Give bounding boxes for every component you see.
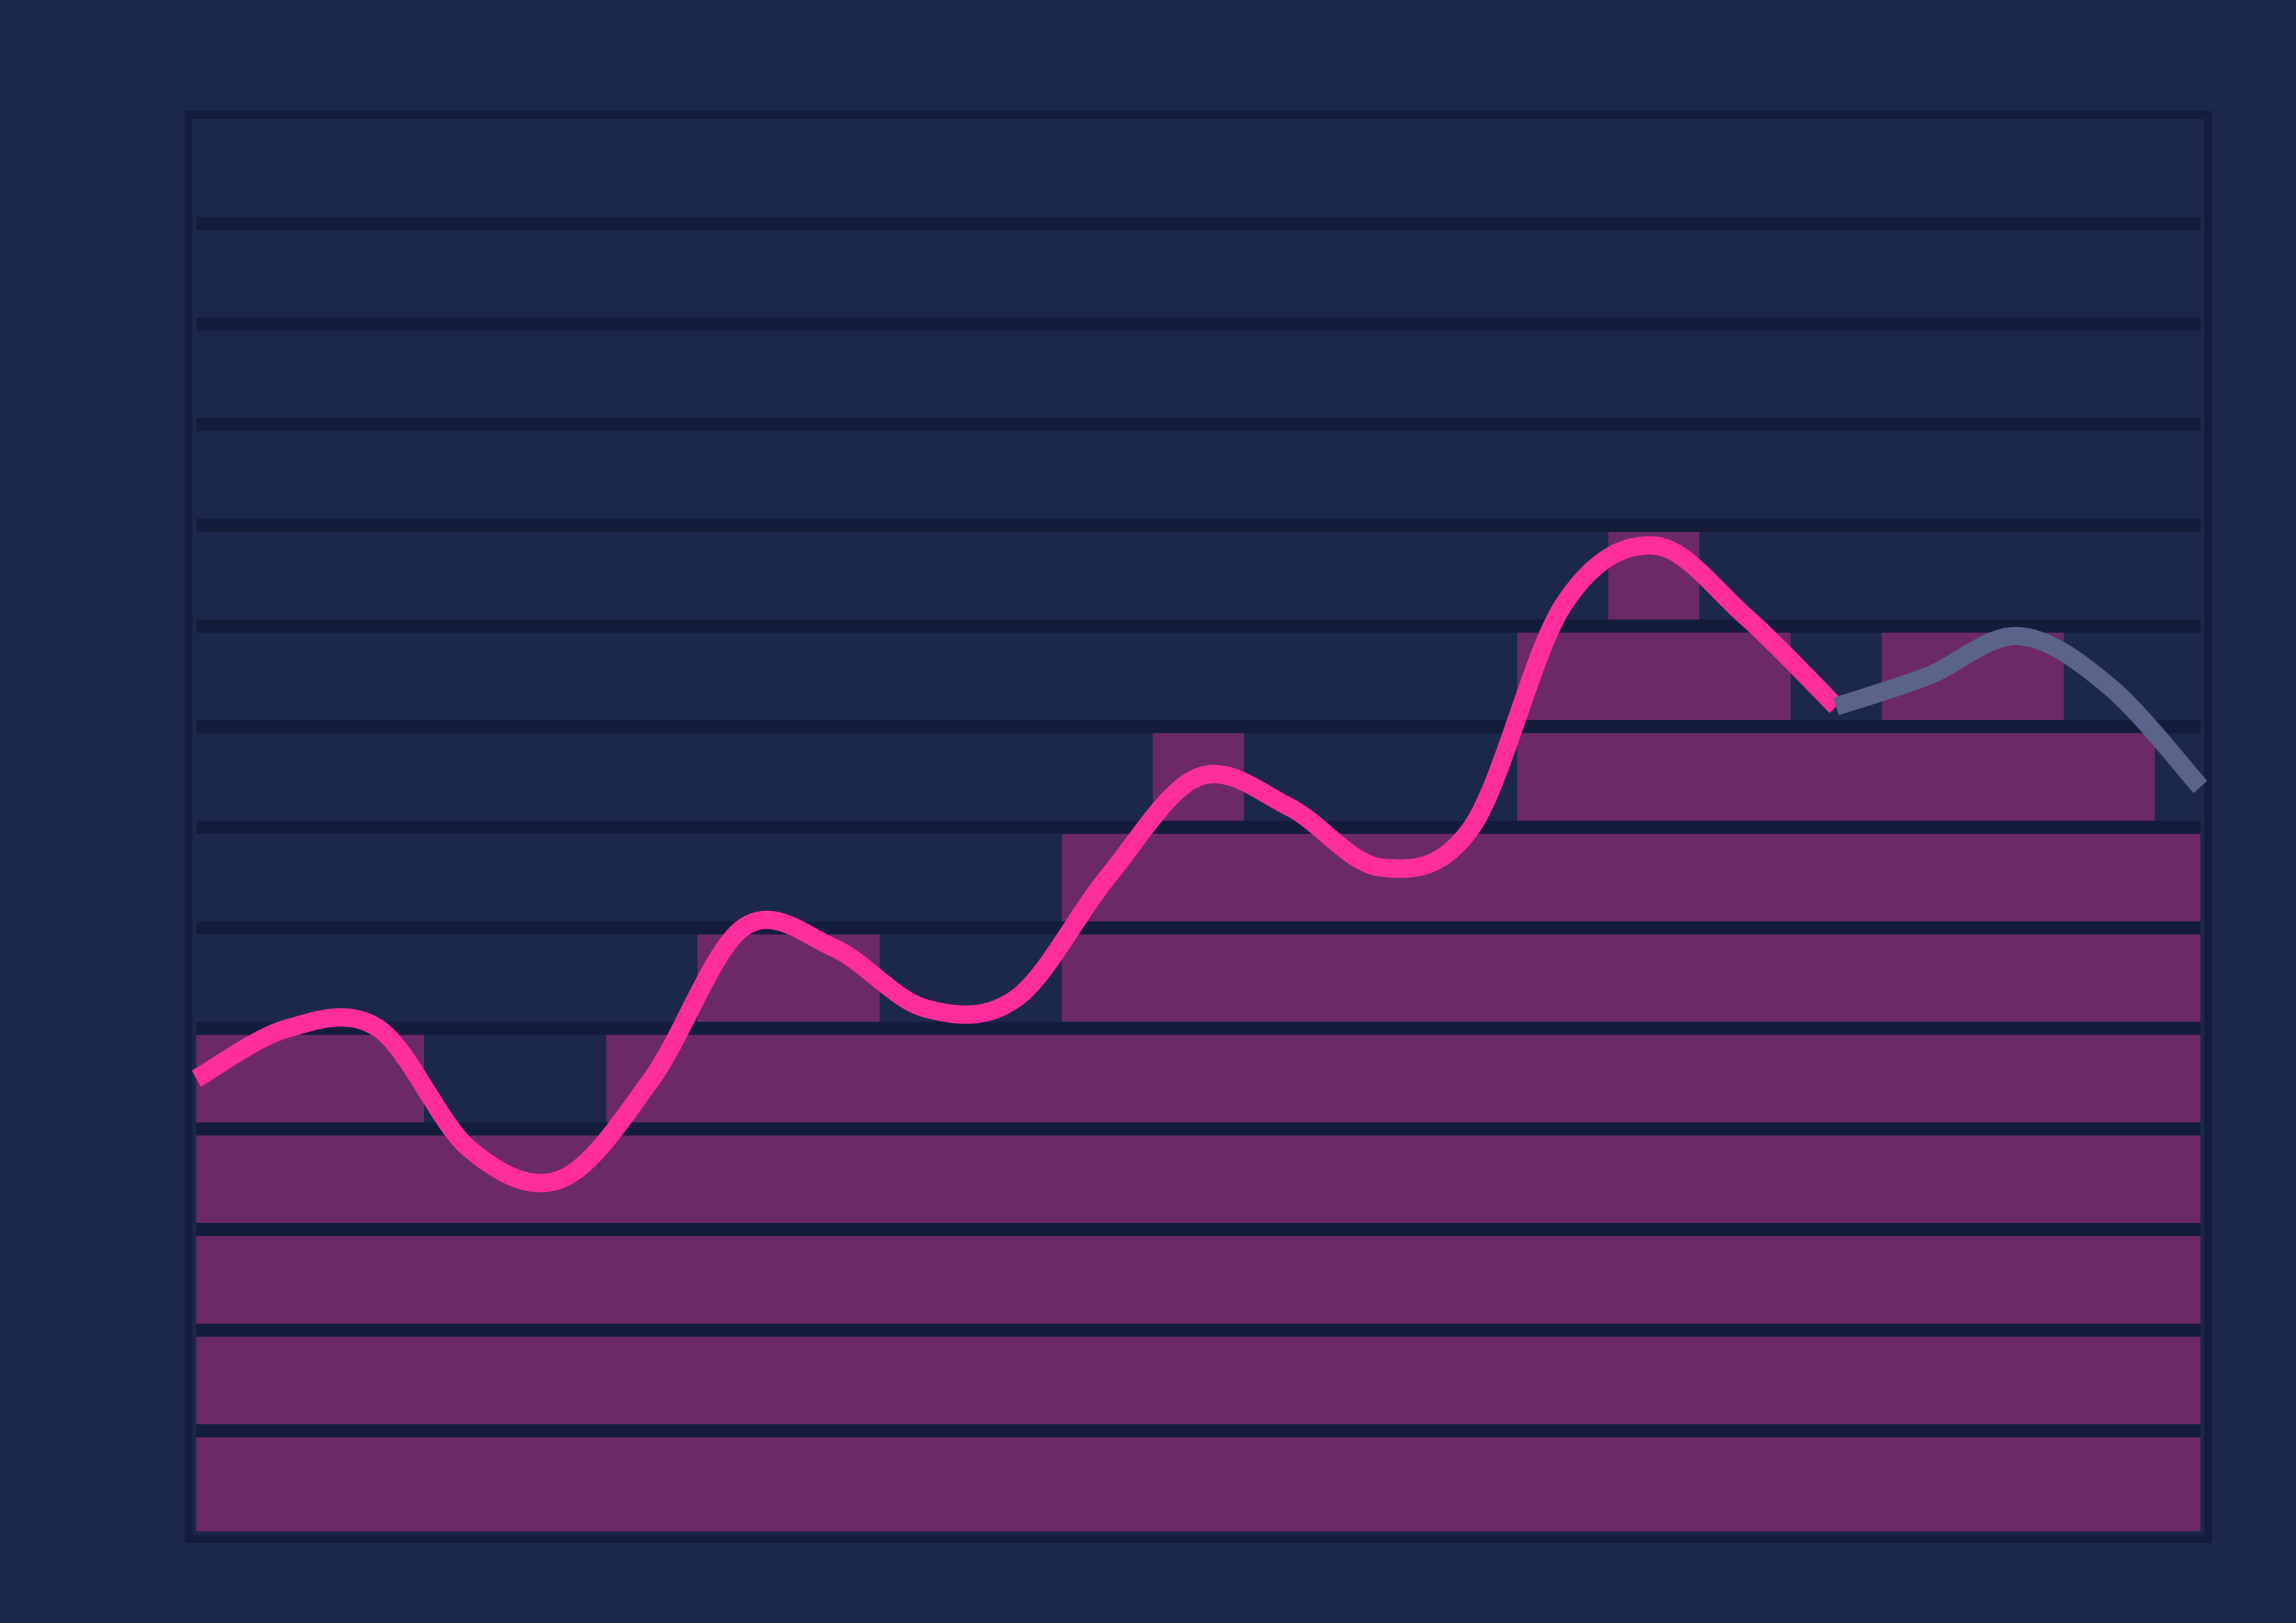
area-layer: [196, 525, 2201, 1531]
grid-layer: [196, 217, 2200, 1438]
area-band-2-0: [196, 1229, 2200, 1330]
area-band-8-15: [1517, 626, 1791, 727]
area-band-0-0: [196, 1431, 2200, 1531]
area-band-1-0: [196, 1330, 2200, 1431]
area-band-5-10: [1062, 927, 2200, 1029]
line-layer: [191, 536, 2208, 1192]
series-line-projected: [1833, 626, 2208, 793]
area-band-6-10: [1062, 827, 2200, 928]
area-band-7-15: [1517, 726, 2155, 827]
series-line-actual: [191, 536, 1843, 1192]
area-band-4-5: [606, 1028, 2201, 1130]
